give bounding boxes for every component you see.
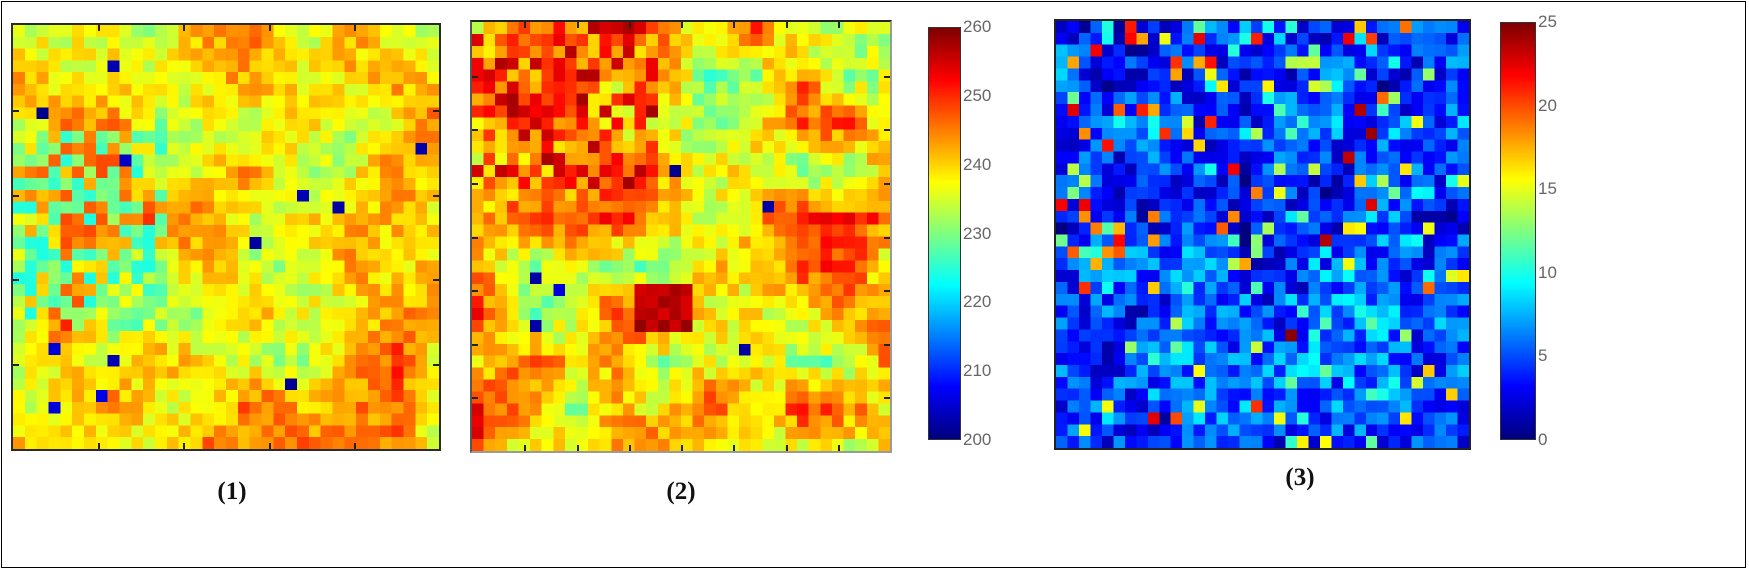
heatmap-canvas-1 — [13, 25, 439, 449]
x-tick — [628, 445, 631, 451]
y-tick — [884, 236, 890, 239]
colorbar-tick-label: 210 — [963, 361, 992, 381]
y-tick — [433, 194, 439, 197]
y-tick — [884, 129, 890, 132]
x-tick — [576, 22, 579, 28]
x-tick — [837, 22, 840, 28]
y-tick — [13, 109, 19, 112]
heatmap-canvas-2 — [472, 22, 890, 451]
x-tick — [524, 22, 527, 28]
y-tick — [472, 236, 478, 239]
colorbar-3 — [1500, 22, 1536, 440]
y-tick — [884, 182, 890, 185]
colorbar-tick-label: 230 — [963, 223, 992, 243]
colorbar-tick-label: 10 — [1538, 262, 1557, 282]
y-tick — [472, 129, 478, 132]
caption-1: (1) — [217, 478, 247, 505]
colorbar-tick-label: 220 — [963, 292, 992, 312]
x-tick — [98, 443, 101, 449]
y-tick — [884, 343, 890, 346]
y-tick — [884, 397, 890, 400]
heatmap-panel-3 — [1054, 19, 1471, 450]
colorbar-tick-label: 15 — [1538, 179, 1557, 199]
y-tick — [884, 75, 890, 78]
heatmap-panel-1 — [11, 23, 441, 451]
colorbar-tick-label: 200 — [963, 430, 992, 449]
y-tick — [472, 397, 478, 400]
y-tick — [13, 194, 19, 197]
x-tick — [628, 22, 631, 28]
colorbar-tick-label: 250 — [963, 85, 992, 105]
caption-3: (3) — [1285, 464, 1315, 491]
x-tick — [733, 22, 736, 28]
y-tick — [472, 290, 478, 293]
y-tick — [472, 75, 478, 78]
x-tick — [785, 22, 788, 28]
colorbar-tick-label: 20 — [1538, 95, 1557, 115]
y-tick — [13, 279, 19, 282]
x-tick — [268, 443, 271, 449]
x-tick — [733, 445, 736, 451]
x-tick — [785, 445, 788, 451]
heatmap-panel-2 — [470, 20, 892, 453]
y-tick — [472, 182, 478, 185]
caption-2: (2) — [666, 478, 696, 505]
x-tick — [268, 25, 271, 31]
x-tick — [183, 443, 186, 449]
colorbar-tick-label: 260 — [963, 17, 992, 36]
colorbar-tick-label: 5 — [1538, 346, 1548, 366]
y-tick — [13, 364, 19, 367]
x-tick — [524, 445, 527, 451]
y-tick — [433, 279, 439, 282]
y-tick — [884, 290, 890, 293]
colorbar-tick-label: 0 — [1538, 430, 1548, 449]
y-tick — [433, 364, 439, 367]
x-tick — [98, 25, 101, 31]
x-tick — [837, 445, 840, 451]
x-tick — [353, 443, 356, 449]
x-tick — [681, 22, 683, 28]
x-tick — [576, 445, 579, 451]
colorbar-tick-label: 25 — [1538, 12, 1557, 31]
heatmap-canvas-3 — [1056, 21, 1469, 448]
x-tick — [681, 445, 683, 451]
y-tick — [472, 343, 478, 346]
colorbar-gradient-2 — [929, 28, 960, 439]
x-tick — [183, 25, 186, 31]
colorbar-gradient-3 — [1501, 23, 1535, 439]
colorbar-tick-label: 240 — [963, 154, 992, 174]
y-tick — [433, 109, 439, 112]
x-tick — [353, 25, 356, 31]
colorbar-2 — [928, 27, 961, 440]
